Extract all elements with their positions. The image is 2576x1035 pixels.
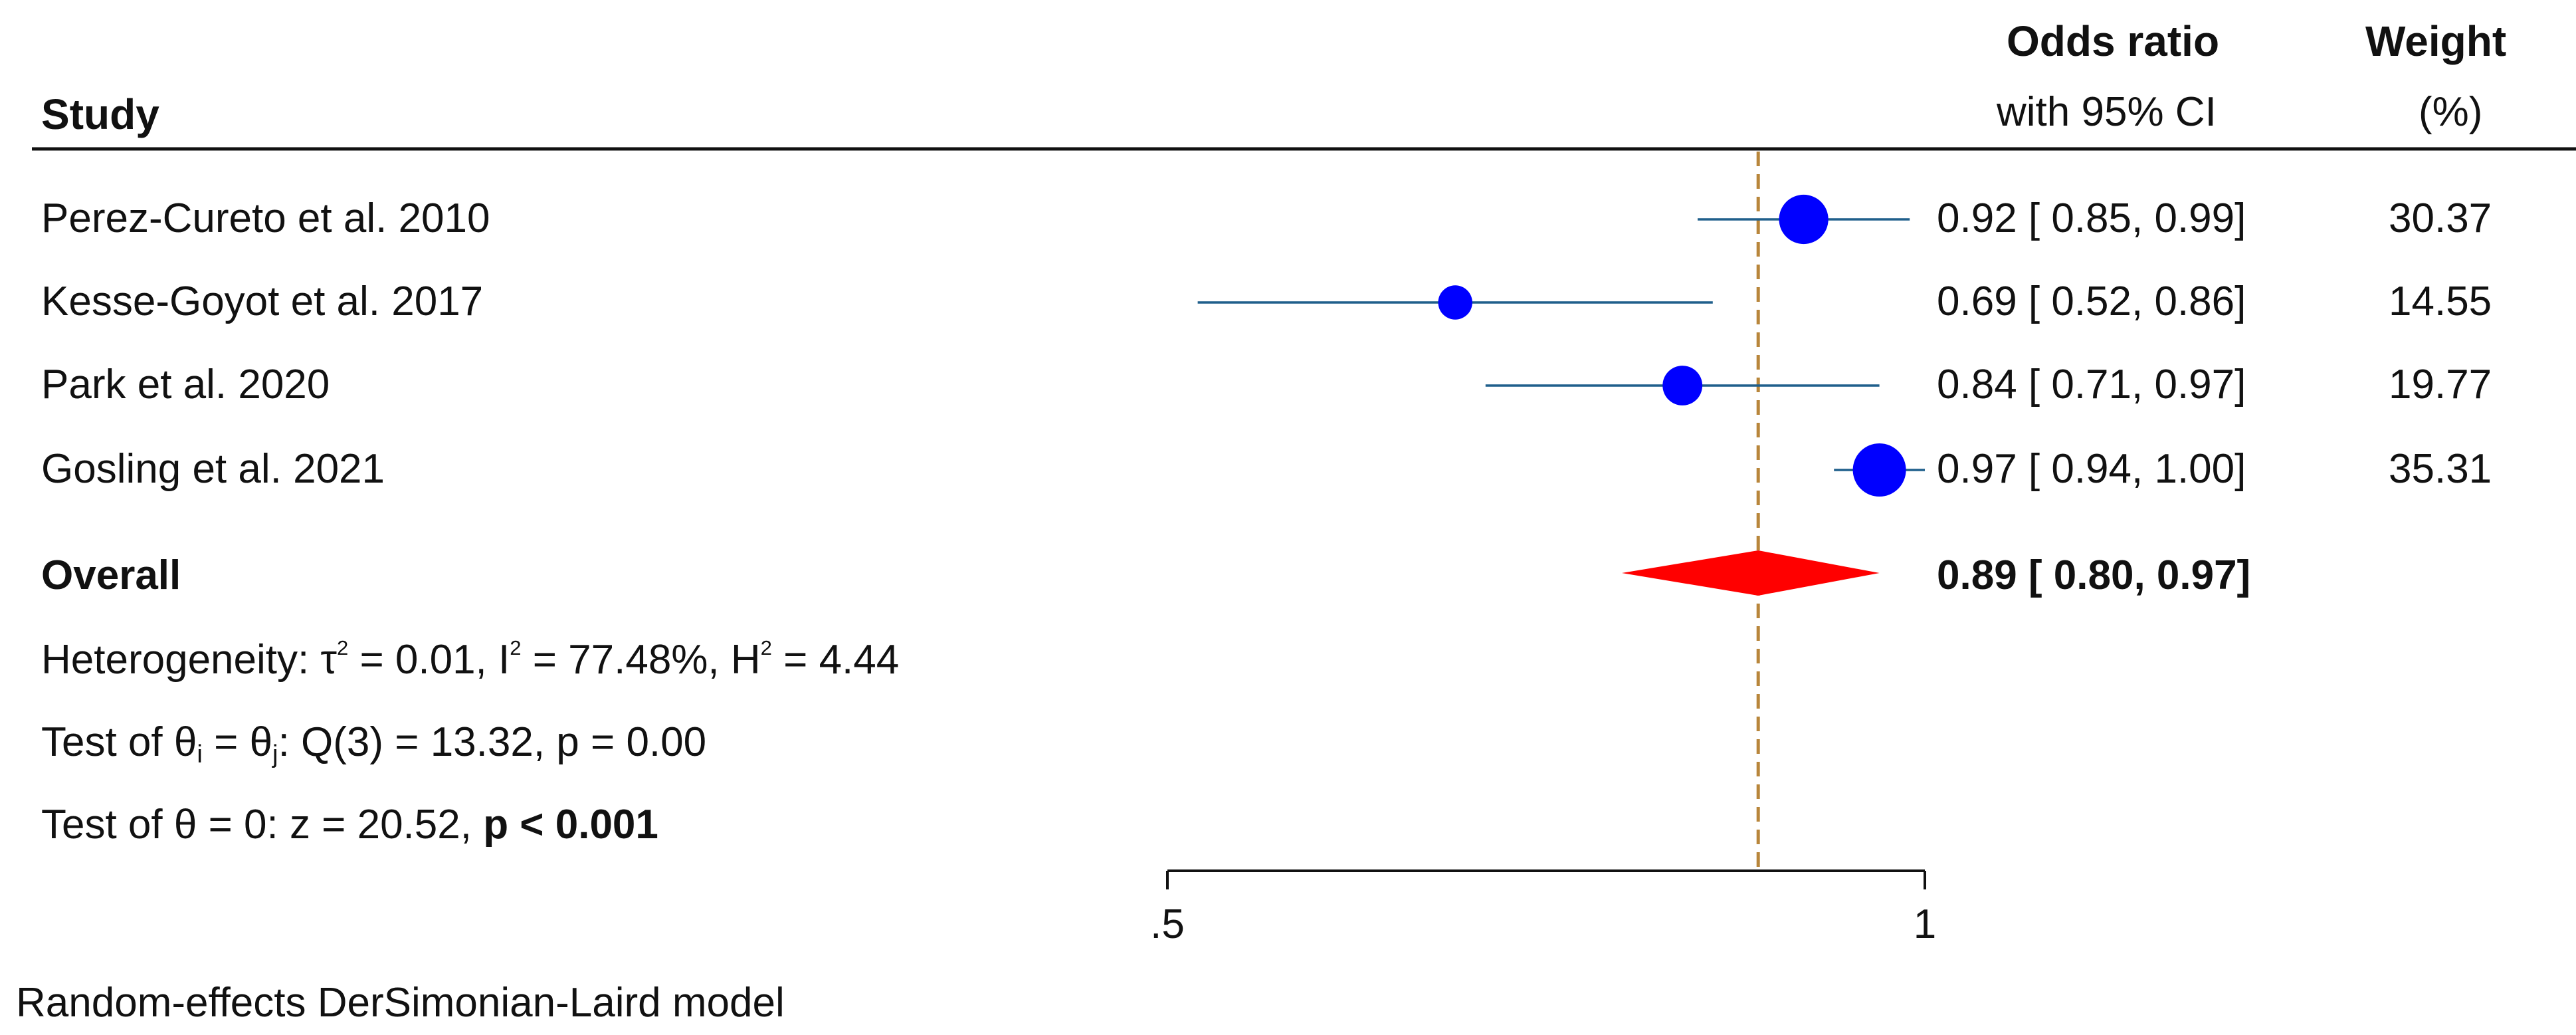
test-z-text: Test of θ = 0: z = 20.52, p < 0.001: [41, 802, 658, 848]
model-footnote: Random-effects DerSimonian-Laird model: [16, 980, 785, 1026]
study-ci-text: 0.69 [ 0.52, 0.86]: [1937, 279, 2246, 324]
study-weight: 35.31: [2389, 446, 2492, 492]
study-marker: [1852, 443, 1906, 497]
overall-label: Overall: [41, 552, 181, 598]
study-marker: [1662, 366, 1703, 405]
weight-header: Weight: [2365, 17, 2507, 65]
study-marker: [1438, 285, 1472, 320]
study-header: Study: [41, 90, 159, 138]
study-name: Kesse-Goyot et al. 2017: [41, 279, 484, 324]
study-name: Gosling et al. 2021: [41, 446, 385, 492]
odds-ratio-header: Odds ratio: [2007, 17, 2220, 65]
overall-diamond: [1622, 550, 1880, 596]
heterogeneity-text: Heterogeneity: τ2 = 0.01, I2 = 77.48%, H…: [41, 636, 900, 683]
study-name: Park et al. 2020: [41, 362, 330, 407]
overall-ci-text: 0.89 [ 0.80, 0.97]: [1937, 552, 2251, 598]
x-tick-label: 1: [1913, 901, 1937, 947]
study-name: Perez-Cureto et al. 2010: [41, 195, 490, 241]
study-weight: 14.55: [2389, 279, 2492, 324]
study-ci-text: 0.97 [ 0.94, 1.00]: [1937, 446, 2246, 492]
study-weight: 19.77: [2389, 362, 2492, 407]
test-q-text: Test of θi = θj: Q(3) = 13.32, p = 0.00: [41, 719, 707, 768]
ci-subheader: with 95% CI: [1997, 89, 2217, 135]
study-marker: [1779, 194, 1829, 245]
weight-subheader: (%): [2419, 89, 2483, 135]
study-ci-text: 0.92 [ 0.85, 0.99]: [1937, 195, 2246, 241]
study-ci-text: 0.84 [ 0.71, 0.97]: [1937, 362, 2246, 407]
x-tick-label: .5: [1150, 901, 1185, 947]
study-weight: 30.37: [2389, 195, 2492, 241]
